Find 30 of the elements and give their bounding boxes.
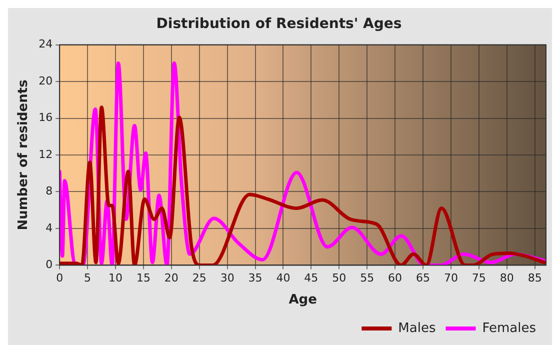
chart-title: Distribution of Residents' Ages — [156, 16, 402, 32]
x-axis-title: Age — [288, 292, 318, 308]
legend-label: Females — [482, 320, 536, 336]
x-tick-label: 80 — [500, 272, 514, 285]
x-tick-label: 70 — [444, 272, 458, 285]
x-tick-label: 35 — [248, 272, 262, 285]
x-tick-label: 65 — [416, 272, 430, 285]
y-tick-label: 8 — [46, 184, 53, 198]
x-tick-label: 45 — [304, 272, 318, 285]
y-tick-label: 20 — [38, 74, 53, 88]
x-tick-label: 15 — [136, 272, 150, 285]
x-tick-label: 60 — [388, 272, 402, 285]
x-tick-label: 10 — [108, 272, 123, 285]
y-axis-title: Number of residents — [16, 79, 32, 230]
y-tick-label: 16 — [38, 111, 53, 124]
x-tick-label: 55 — [360, 272, 374, 285]
x-tick-label: 5 — [84, 272, 92, 285]
x-tick-label: 40 — [276, 272, 290, 285]
legend-label: Males — [398, 320, 436, 336]
x-tick-label: 85 — [528, 272, 542, 285]
x-tick-label: 0 — [56, 272, 64, 285]
y-tick-label: 12 — [38, 148, 53, 161]
x-tick-label: 20 — [164, 272, 178, 285]
y-tick-label: 0 — [46, 258, 53, 272]
y-tick-label: 24 — [38, 38, 53, 51]
x-tick-label: 75 — [472, 272, 486, 285]
x-tick-label: 30 — [220, 272, 234, 285]
x-tick-label: 50 — [332, 272, 346, 285]
x-tick-label: 25 — [192, 272, 206, 285]
y-tick-label: 4 — [46, 221, 53, 234]
